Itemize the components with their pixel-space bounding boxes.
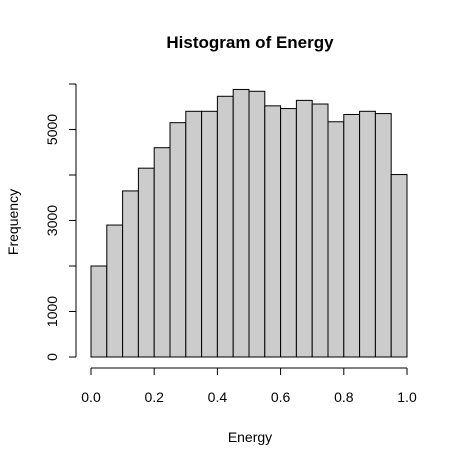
x-tick-label-0: 0.0 xyxy=(81,389,101,405)
x-tick-label-3: 0.6 xyxy=(271,389,291,405)
y-ticks-group: 0 1000 3000 5000 xyxy=(44,83,76,361)
histogram-bar-5 xyxy=(169,122,187,358)
x-axis-label: Energy xyxy=(228,429,272,445)
histogram-bar-17 xyxy=(359,110,376,358)
y-tick-label-3: 5000 xyxy=(44,114,60,145)
histogram-bar-9 xyxy=(232,88,250,358)
y-tick-label-2: 3000 xyxy=(44,205,60,236)
histogram-bar-3 xyxy=(137,167,155,358)
histogram-bar-4 xyxy=(153,147,171,358)
x-tick-label-5: 1.0 xyxy=(397,389,417,405)
histogram-bar-13 xyxy=(295,99,313,358)
histogram-bar-19 xyxy=(390,174,408,358)
histogram-bar-14 xyxy=(311,103,329,358)
histogram-bar-16 xyxy=(343,113,361,358)
x-ticks-group: 0.0 0.2 0.4 0.6 0.8 1.0 xyxy=(81,368,417,405)
bars-group xyxy=(90,88,408,358)
x-tick-label-2: 0.4 xyxy=(208,389,228,405)
histogram-bar-12 xyxy=(280,108,297,358)
histogram-bar-2 xyxy=(122,190,139,358)
histogram-bar-1 xyxy=(106,224,124,358)
x-tick-label-1: 0.2 xyxy=(144,389,164,405)
chart-title: Histogram of Energy xyxy=(166,33,334,52)
x-tick-label-4: 0.8 xyxy=(334,389,354,405)
histogram-bar-8 xyxy=(216,95,234,358)
y-tick-label-0: 0 xyxy=(44,353,60,361)
y-axis-label: Frequency xyxy=(5,189,21,255)
histogram-bar-7 xyxy=(201,110,218,358)
histogram-bar-0 xyxy=(90,265,108,358)
histogram-bar-15 xyxy=(327,121,345,358)
histogram-bar-10 xyxy=(248,90,266,358)
histogram-bar-18 xyxy=(374,113,392,358)
histogram-bar-11 xyxy=(264,105,282,358)
y-tick-label-1: 1000 xyxy=(44,296,60,327)
histogram-bar-6 xyxy=(185,110,203,358)
